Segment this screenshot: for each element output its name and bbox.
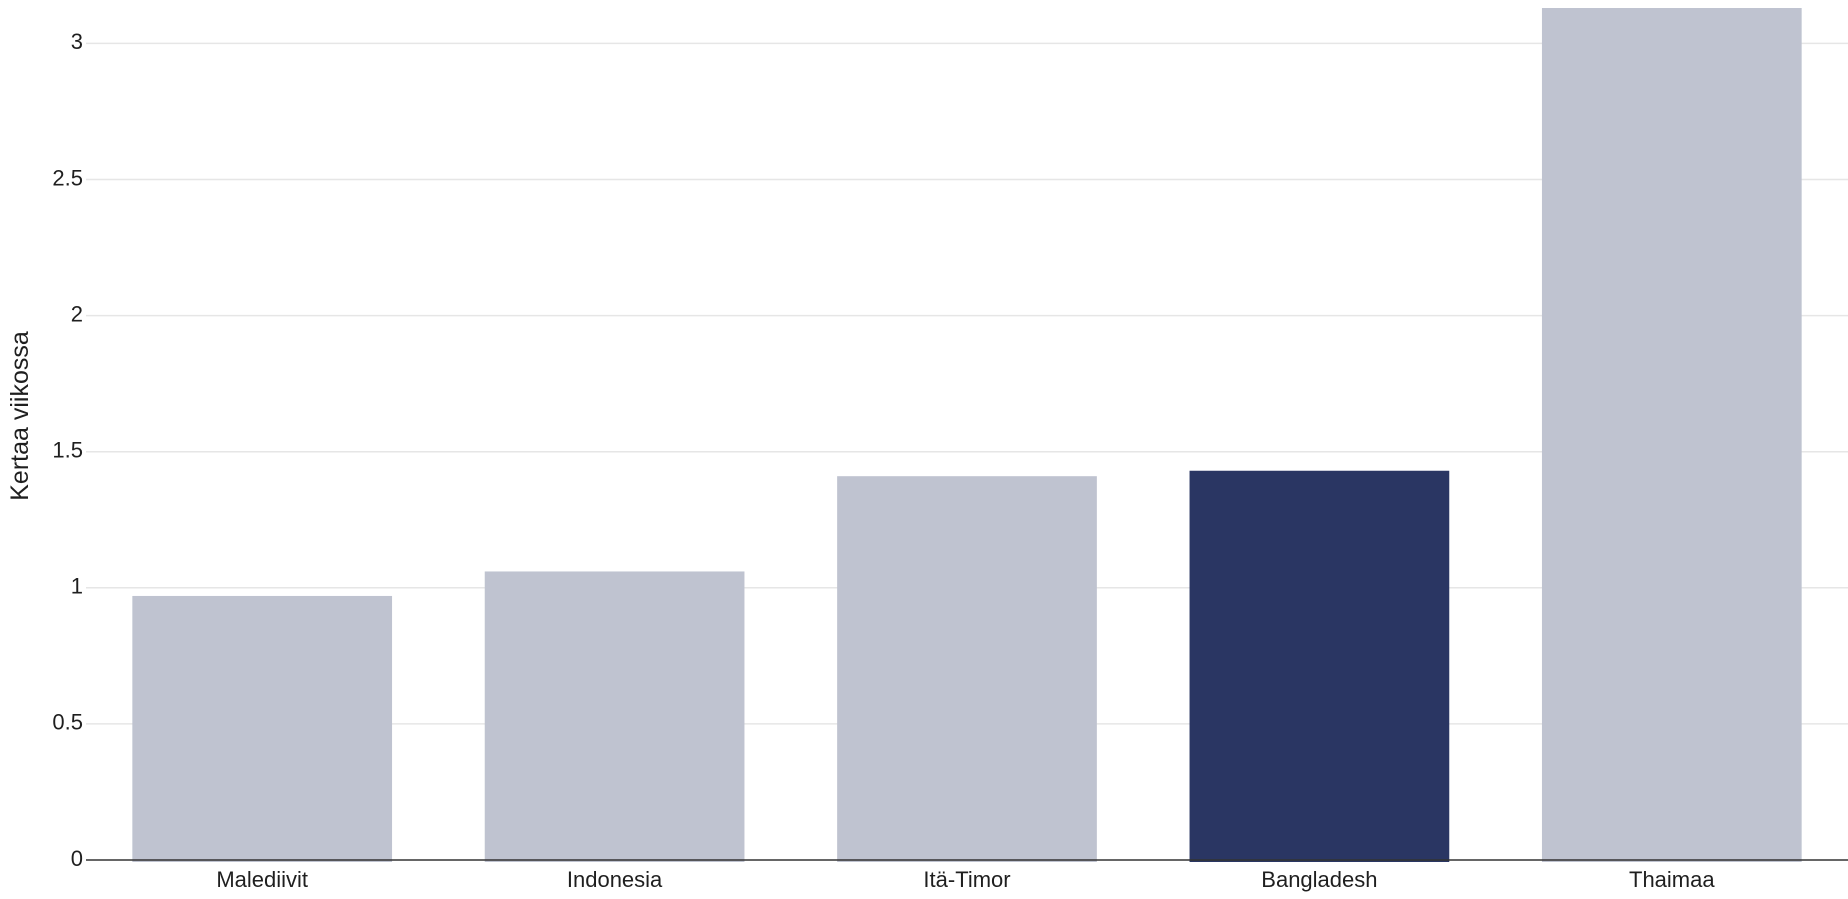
y-tick-label: 1 <box>71 574 83 599</box>
y-tick-label: 2.5 <box>52 165 83 190</box>
y-axis-title: Kertaa viikossa <box>6 331 34 501</box>
x-axis-ticks: Malediivit Indonesia Itä-Timor Bangladesh Th… <box>216 867 1715 892</box>
y-tick-label: 0 <box>71 846 83 871</box>
x-tick-label: Thaimaa <box>1629 867 1715 892</box>
bar-3 <box>1189 470 1450 862</box>
bar-0 <box>132 595 393 862</box>
y-tick-label: 2 <box>71 301 83 326</box>
y-tick-label: 3 <box>71 29 83 54</box>
bar-4 <box>1541 8 1802 862</box>
y-axis-ticks: 0 0.5 1 1.5 2 2.5 3 <box>52 29 83 871</box>
x-tick-label: Bangladesh <box>1261 867 1377 892</box>
x-tick-label: Malediivit <box>216 867 308 892</box>
y-tick-label: 1.5 <box>52 438 83 463</box>
bar-1 <box>484 571 745 862</box>
x-tick-label: Indonesia <box>567 867 663 892</box>
x-tick-label: Itä-Timor <box>923 867 1010 892</box>
bar-2 <box>837 476 1097 862</box>
bars <box>132 8 1802 862</box>
y-tick-label: 0.5 <box>52 710 83 735</box>
